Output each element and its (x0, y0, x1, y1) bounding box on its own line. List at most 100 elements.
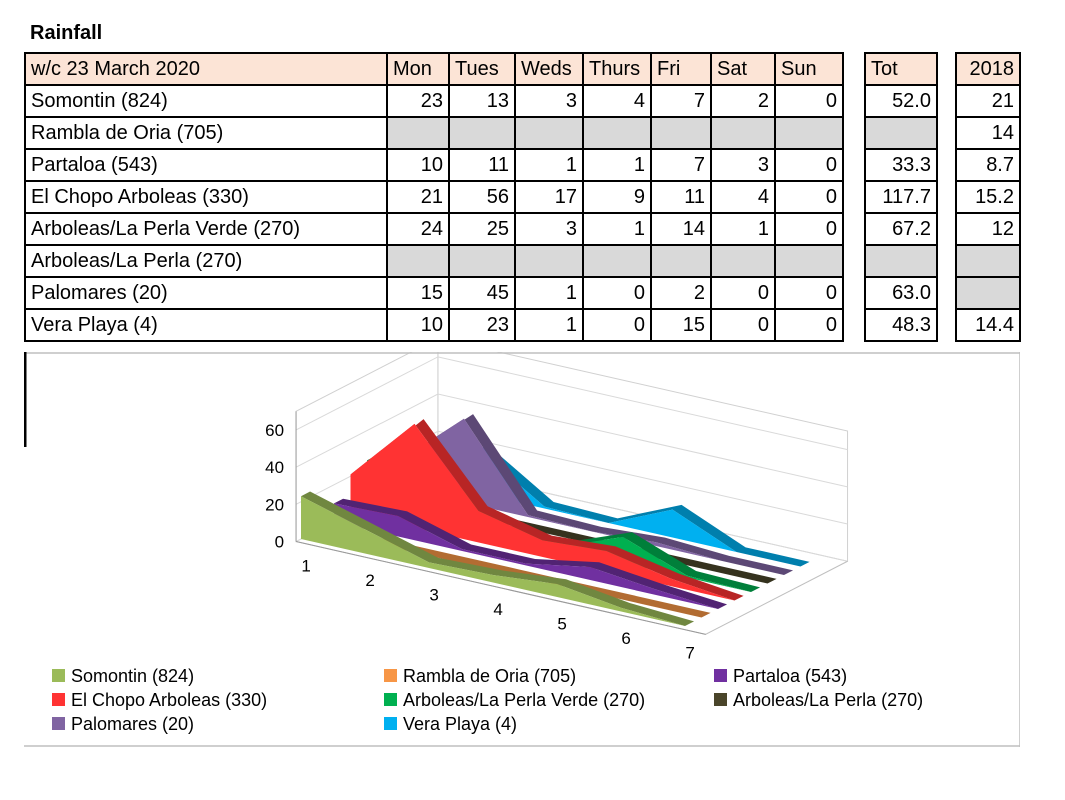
rainfall-cell: 0 (774, 212, 844, 246)
station-name: Rambla de Oria (705) (24, 116, 388, 150)
x-tick-label: 7 (685, 644, 694, 663)
y-tick-label: 0 (275, 533, 284, 552)
station-name: Arboleas/La Perla Verde (270) (24, 212, 388, 246)
series-el-chopo-arboleas-330-area (350, 423, 735, 601)
total-cell (864, 116, 938, 150)
table-row: Vera Playa (4) 10 23 1 0 15 0 0 (24, 308, 844, 342)
rainfall-cell (774, 244, 844, 278)
rainfall-cell (710, 116, 776, 150)
table-row: Rambla de Oria (705) (24, 116, 844, 150)
rainfall-cell: 4 (710, 180, 776, 214)
rainfall-cell: 0 (774, 84, 844, 118)
day-header-sat: Sat (710, 52, 776, 86)
day-header-thurs: Thurs (582, 52, 652, 86)
total-cell: 33.3 (864, 148, 938, 182)
gridline (295, 430, 848, 525)
total-cell: 63.0 (864, 276, 938, 310)
year-cell: 15.2 (955, 180, 1021, 214)
rainfall-cell (774, 116, 844, 150)
rainfall-cell: 1 (582, 212, 652, 246)
legend-swatch (384, 693, 397, 706)
y-tick-label: 20 (265, 495, 284, 514)
year-cell (955, 244, 1021, 278)
series-arboleas-la-perla-verde-270-area (367, 460, 751, 592)
week-label: w/c 23 March 2020 (24, 52, 388, 86)
legend-swatch (52, 717, 65, 730)
rainfall-cell (710, 244, 776, 278)
year-table: 2018 21 14 8.7 15.2 12 14.4 (955, 52, 1021, 342)
table-row: El Chopo Arboleas (330) 21 56 17 9 11 4 0 (24, 180, 844, 214)
legend-swatch (384, 669, 397, 682)
page-title: Rainfall (30, 22, 103, 44)
total-cell: 52.0 (864, 84, 938, 118)
rainfall-cell: 0 (774, 180, 844, 214)
rainfall-cell (650, 116, 712, 150)
series-somontin-824-top (301, 491, 695, 626)
chart-container: 0 20 40 60 1 2 3 4 5 6 7 Somontin (824) Rambla de Or… (24, 352, 1020, 747)
legend-item: Arboleas/La Perla (270) (733, 690, 923, 710)
station-name: Somontin (824) (24, 84, 388, 118)
series-partaloa-543-area (334, 503, 718, 609)
rainfall-cell: 23 (386, 84, 450, 118)
rainfall-cell: 1 (514, 148, 584, 182)
rainfall-cell: 1 (582, 148, 652, 182)
year-cell: 8.7 (955, 148, 1021, 182)
station-name: El Chopo Arboleas (330) (24, 180, 388, 214)
day-header-mon: Mon (386, 52, 450, 86)
rainfall-cell: 3 (710, 148, 776, 182)
day-header-fri: Fri (650, 52, 712, 86)
day-header-sun: Sun (774, 52, 844, 86)
legend-item: Arboleas/La Perla Verde (270) (403, 690, 645, 710)
rainfall-cell: 9 (582, 180, 652, 214)
legend-item: El Chopo Arboleas (330) (71, 690, 267, 710)
legend-swatch (714, 693, 727, 706)
rainfall-cell (386, 244, 450, 278)
rainfall-cell: 25 (448, 212, 516, 246)
rainfall-cell: 10 (386, 148, 450, 182)
rainfall-table: w/c 23 March 2020 Mon Tues Weds Thurs Fr… (24, 52, 844, 342)
rainfall-cell: 2 (710, 84, 776, 118)
rainfall-cell: 0 (710, 308, 776, 342)
rainfall-cell (514, 244, 584, 278)
rainfall-cell (386, 116, 450, 150)
rainfall-cell (514, 116, 584, 150)
rainfall-cell: 1 (514, 276, 584, 310)
rainfall-cell: 13 (448, 84, 516, 118)
series-arboleas-la-perla-verde-270-top (367, 455, 761, 592)
rainfall-cell: 0 (582, 308, 652, 342)
legend-swatch (384, 717, 397, 730)
year-cell: 12 (955, 212, 1021, 246)
rainfall-cell: 0 (582, 276, 652, 310)
rainfall-cell: 56 (448, 180, 516, 214)
rainfall-cell (650, 244, 712, 278)
year-cell: 14.4 (955, 308, 1021, 342)
rainfall-cell: 3 (514, 84, 584, 118)
table-row: Somontin (824) 23 13 3 4 7 2 0 (24, 84, 844, 118)
rainfall-cell: 2 (650, 276, 712, 310)
rainfall-cell: 15 (386, 276, 450, 310)
y-tick-label: 40 (265, 458, 284, 477)
rainfall-cell: 7 (650, 148, 712, 182)
x-tick-label: 3 (429, 586, 438, 605)
table-row: Arboleas/La Perla (270) (24, 244, 844, 278)
total-cell: 48.3 (864, 308, 938, 342)
rainfall-cell: 0 (774, 308, 844, 342)
legend-item: Vera Playa (4) (403, 714, 517, 734)
rainfall-3d-area-chart: 0 20 40 60 1 2 3 4 5 6 7 Somontin (824) Rambla de Or… (24, 352, 1020, 747)
gridline (295, 356, 848, 451)
rainfall-cell: 15 (650, 308, 712, 342)
rainfall-cell: 17 (514, 180, 584, 214)
rainfall-cell: 0 (774, 148, 844, 182)
rainfall-cell: 3 (514, 212, 584, 246)
station-name: Partaloa (543) (24, 148, 388, 182)
rainfall-cell: 10 (386, 308, 450, 342)
rainfall-cell (582, 244, 652, 278)
rainfall-cell: 14 (650, 212, 712, 246)
legend-item: Palomares (20) (71, 714, 194, 734)
gridline (295, 393, 848, 488)
series-vera-playa-4-top (416, 446, 810, 567)
rainfall-cell: 4 (582, 84, 652, 118)
total-cell (864, 244, 938, 278)
day-header-weds: Weds (514, 52, 584, 86)
rainfall-cell: 1 (710, 212, 776, 246)
